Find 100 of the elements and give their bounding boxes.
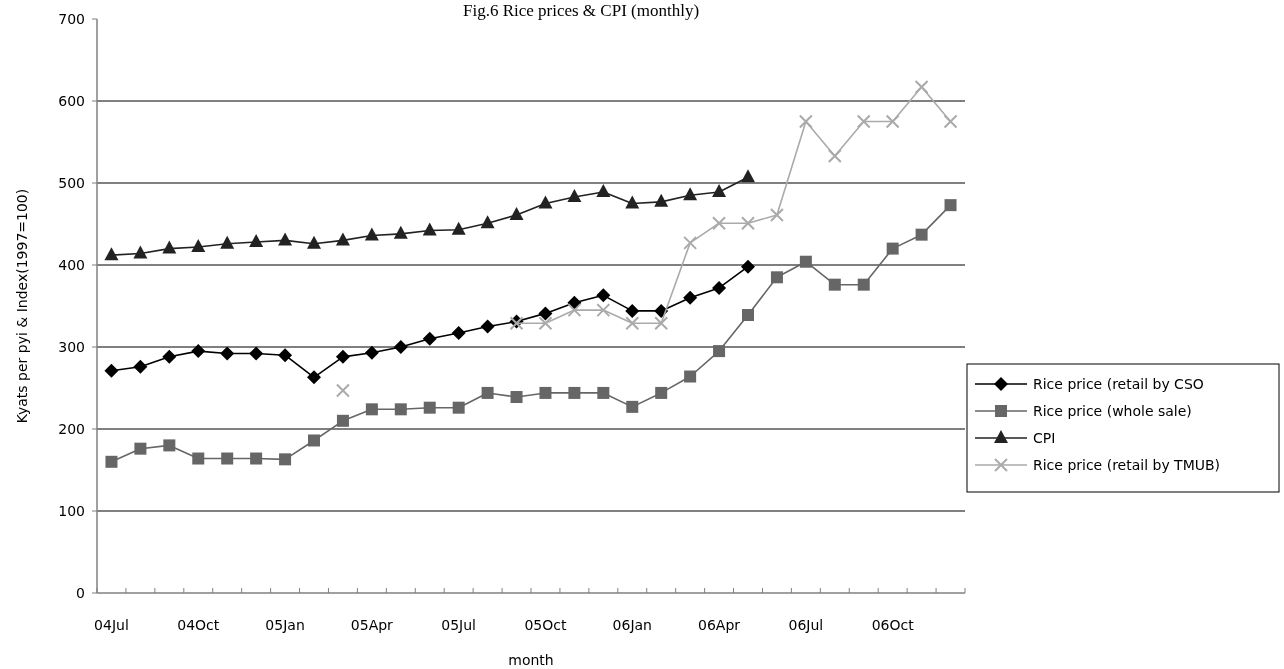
point (134, 442, 147, 455)
point (133, 359, 148, 374)
point (567, 303, 582, 318)
point (308, 434, 320, 447)
point (538, 195, 553, 209)
point (597, 386, 610, 399)
point (828, 278, 841, 291)
point (712, 184, 727, 198)
point (626, 400, 639, 413)
x-tick-label: 06Jan (612, 617, 652, 633)
point (451, 326, 466, 341)
x-tick-label: 04Jul (94, 617, 129, 633)
point (568, 386, 581, 399)
point (742, 309, 754, 322)
point (741, 216, 755, 231)
point (856, 114, 871, 129)
point (914, 80, 929, 95)
point (163, 439, 176, 452)
point (162, 240, 177, 254)
point (279, 453, 292, 466)
point (944, 199, 957, 212)
y-tick-label: 100 (58, 503, 85, 519)
y-axis-title: Kyats per pyi & Index(1997=100) (14, 188, 30, 424)
point (278, 232, 293, 246)
legend-label: Rice price (retail by CSO (1033, 376, 1204, 392)
x-tick-label: 06Jul (788, 617, 824, 633)
point (365, 403, 378, 416)
point (886, 242, 899, 255)
point (393, 340, 408, 354)
point (596, 184, 611, 198)
point (509, 206, 524, 220)
point (683, 290, 698, 305)
point (684, 370, 697, 383)
point (133, 245, 148, 259)
point (798, 114, 813, 129)
y-tick-label: 300 (58, 339, 85, 355)
legend-label: CPI (1033, 430, 1056, 446)
point (249, 234, 264, 248)
point (481, 386, 494, 399)
point (423, 401, 436, 414)
point (335, 232, 350, 246)
y-tick-label: 500 (58, 175, 85, 191)
point (250, 452, 263, 465)
x-tick-label: 05Jul (441, 617, 477, 633)
point (104, 363, 119, 378)
point (422, 331, 437, 346)
point (335, 383, 350, 398)
point (220, 346, 235, 361)
point (625, 316, 640, 331)
point (394, 403, 407, 416)
point (364, 345, 379, 360)
point (191, 238, 206, 252)
point (654, 316, 669, 331)
point (741, 169, 755, 183)
point (654, 193, 669, 207)
point (712, 280, 727, 295)
point (104, 247, 119, 261)
point (885, 114, 900, 129)
point (249, 346, 264, 361)
point (221, 452, 234, 465)
point (451, 221, 466, 235)
point (480, 319, 495, 334)
y-tick-label: 0 (76, 585, 85, 601)
point (769, 207, 784, 222)
point (770, 271, 783, 284)
point (538, 316, 553, 331)
point (336, 414, 349, 427)
legend-label: Rice price (whole sale) (1033, 403, 1192, 419)
point (857, 278, 870, 291)
point (741, 259, 755, 274)
point (105, 455, 118, 468)
point (422, 222, 437, 236)
point (480, 215, 495, 229)
point (220, 235, 235, 249)
y-tick-label: 700 (58, 11, 85, 27)
y-tick-label: 600 (58, 93, 85, 109)
x-tick-label: 04Oct (177, 617, 220, 633)
point (364, 227, 379, 241)
x-tick-label: 06Apr (698, 617, 741, 633)
point (162, 349, 177, 364)
point (799, 255, 812, 268)
point (538, 306, 553, 321)
point (335, 349, 350, 364)
y-tick-label: 400 (58, 257, 85, 273)
point (191, 344, 206, 359)
point (192, 452, 205, 465)
x-tick-label: 05Apr (350, 617, 394, 633)
point (713, 345, 726, 358)
point (452, 401, 465, 414)
point (683, 235, 698, 250)
point (539, 386, 552, 399)
x-axis-title: month (508, 652, 554, 668)
point (596, 288, 611, 303)
x-tick-label: 05Oct (524, 617, 567, 633)
y-tick-label: 200 (58, 421, 85, 437)
point (625, 195, 640, 209)
point (510, 391, 523, 404)
point (683, 187, 698, 201)
point (307, 370, 321, 385)
point (655, 386, 668, 399)
